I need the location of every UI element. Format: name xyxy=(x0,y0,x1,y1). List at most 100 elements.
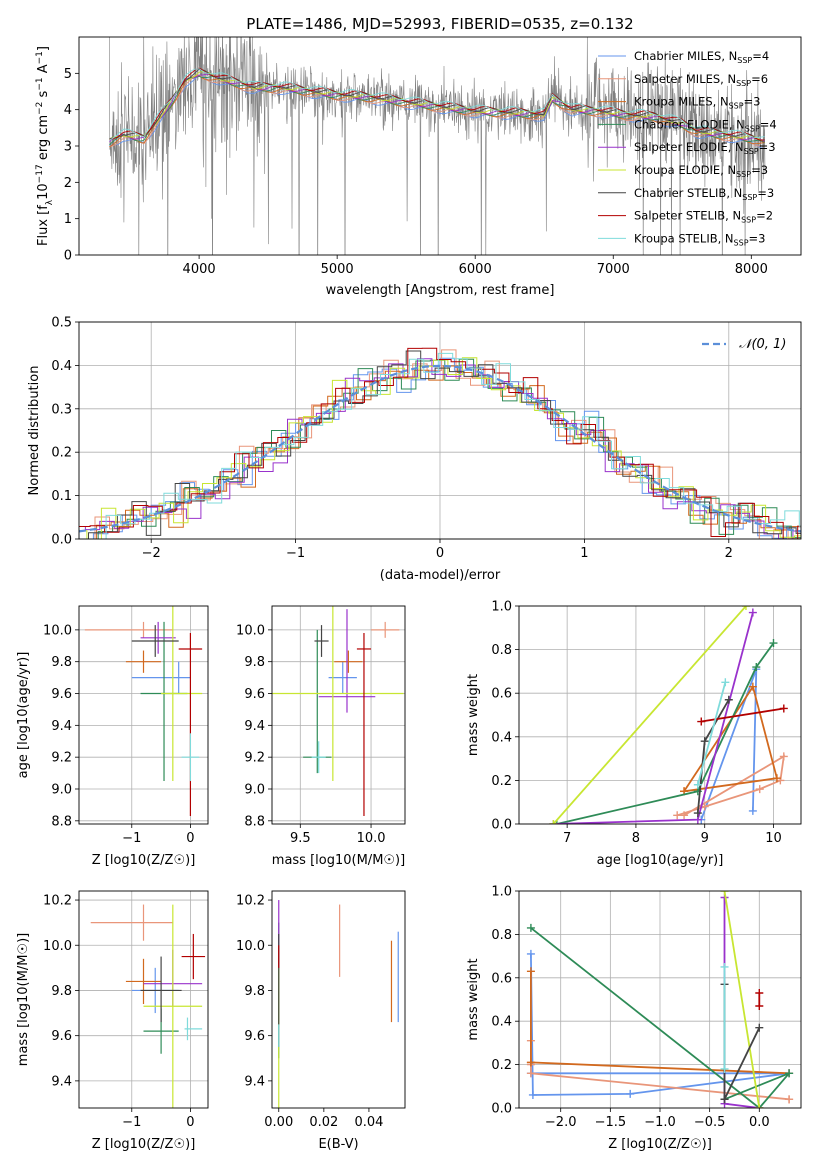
weight-line xyxy=(530,971,790,1075)
y-tick-label: 10.2 xyxy=(236,894,265,909)
y-tick-label: 0.4 xyxy=(491,730,512,745)
y-tick-label: 9.8 xyxy=(51,655,72,670)
y-tick-label: 4 xyxy=(64,103,72,118)
x-tick-label: −2 xyxy=(142,546,161,561)
weight-marker xyxy=(526,967,535,976)
y-tick-label: 0.4 xyxy=(491,1015,512,1030)
weight_vs_age-plot xyxy=(549,606,788,824)
y-tick-label: 9.6 xyxy=(244,687,265,702)
x-tick-label: 0 xyxy=(186,1115,194,1130)
legend-label: Salpeter MILES, NSSP=6 xyxy=(634,72,768,88)
histogram-step-line xyxy=(79,358,801,539)
weight-marker xyxy=(748,682,757,691)
weight-marker xyxy=(526,1058,535,1067)
y-tick-label: 2 xyxy=(64,176,72,191)
mass_vs_Z-axes: −1 0 9.4 9.6 9.8 10.0 10.2 xyxy=(43,891,208,1130)
y-tick-label: 8.8 xyxy=(51,814,72,829)
residuals-axes: −2 −1 0 1 2 0.0 0.1 0.2 0.3 0.4 0.5 xyxy=(51,316,801,561)
y-tick-label: 1 xyxy=(64,212,72,227)
weight-marker xyxy=(755,988,764,997)
y-tick-label: 9.8 xyxy=(51,984,72,999)
weight-marker xyxy=(693,780,702,789)
mass_vs_EBV-xlabel: E(B-V) xyxy=(318,1137,358,1152)
spectrum-frame xyxy=(78,36,802,256)
y-tick-label: 1.0 xyxy=(491,885,512,900)
x-tick-label: 7 xyxy=(563,831,571,846)
x-tick-label: −2.0 xyxy=(545,1115,577,1130)
residuals-frame xyxy=(78,321,802,540)
y-tick-label: 10.0 xyxy=(43,939,72,954)
x-tick-label: 9 xyxy=(701,831,709,846)
spectrum-xlabel: wavelength [Angstrom, rest frame] xyxy=(326,283,555,298)
x-tick-label: 0 xyxy=(186,831,194,846)
residuals-plot xyxy=(79,347,801,539)
y-tick-label: 9.4 xyxy=(244,1074,265,1089)
weight-marker xyxy=(680,811,689,820)
age_vs_Z-axes: −1 0 8.8 9.0 9.2 9.4 9.6 9.8 10.0 xyxy=(43,606,208,846)
age_vs_Z-xlabel: Z [log10(Z/Z☉)] xyxy=(92,853,196,868)
weight-marker xyxy=(526,949,535,958)
weight-marker xyxy=(673,811,682,820)
x-tick-label: 0.00 xyxy=(264,1115,293,1130)
weight-marker xyxy=(748,608,757,617)
weight-line xyxy=(552,606,747,824)
x-tick-label: 0.02 xyxy=(309,1115,338,1130)
weight_vs_age-ylabel: mass weight xyxy=(466,674,481,756)
mass_vs_EBV-axes: 0.00 0.02 0.04 9.4 9.6 9.8 10.0 10.2 xyxy=(236,894,383,1130)
legend-label: Salpeter STELIB, NSSP=2 xyxy=(634,209,773,225)
weight-marker xyxy=(779,704,788,713)
x-tick-label: −1 xyxy=(122,1115,141,1130)
x-tick-label: 2 xyxy=(725,546,733,561)
y-tick-label: 0.2 xyxy=(51,446,72,461)
x-tick-label: 8 xyxy=(632,831,640,846)
y-tick-label: 9.2 xyxy=(51,751,72,766)
y-tick-label: 0.6 xyxy=(491,971,512,986)
weight-marker xyxy=(724,695,733,704)
histogram-step-line xyxy=(79,350,801,539)
x-tick-label: 0.04 xyxy=(354,1115,383,1130)
weight_vs_Z-xlabel: Z [log10(Z/Z☉)] xyxy=(608,1137,712,1152)
weight-marker xyxy=(752,663,761,672)
weight-marker xyxy=(785,1095,794,1104)
x-tick-label: 4000 xyxy=(183,262,216,277)
weight-marker xyxy=(755,785,764,794)
y-tick-label: 0.8 xyxy=(491,643,512,658)
x-tick-label: 7000 xyxy=(597,262,630,277)
mass_vs_EBV-frame xyxy=(271,890,406,1109)
weight-line xyxy=(723,891,761,1108)
weight-marker xyxy=(755,1023,764,1032)
age_vs_mass-frame xyxy=(271,605,406,825)
y-tick-label: 0.5 xyxy=(51,316,72,331)
weight-marker xyxy=(772,774,781,783)
weight-marker xyxy=(528,1090,537,1099)
weight_vs_Z-plot xyxy=(526,891,794,1108)
y-tick-label: 0.0 xyxy=(491,1102,512,1117)
weight-marker xyxy=(720,891,729,895)
x-tick-label: −1.5 xyxy=(595,1115,627,1130)
weight-marker xyxy=(755,1104,764,1108)
legend-label: Kroupa ELODIE, NSSP=3 xyxy=(634,163,768,179)
age_vs_Z-frame xyxy=(78,605,209,825)
y-tick-label: 0.1 xyxy=(51,489,72,504)
age_vs_Z-ylabel: age [log10(age/yr)] xyxy=(16,652,31,779)
legend-label: Chabrier ELODIE, NSSP=4 xyxy=(634,117,777,133)
spectrum-title: PLATE=1486, MJD=52993, FIBERID=0535, z=0… xyxy=(246,15,633,33)
spectrum-plot xyxy=(109,37,766,255)
weight-marker xyxy=(748,806,757,815)
age_vs_mass-plot xyxy=(272,606,404,817)
weight-marker xyxy=(721,678,730,687)
y-tick-label: 0.3 xyxy=(51,402,72,417)
x-tick-label: 10 xyxy=(765,831,782,846)
weight_vs_Z-axes: −2.0 −1.5 −1.0 −0.5 0.0 0.0 0.2 0.4 0.6 0.8 1.0 xyxy=(491,885,801,1130)
x-tick-label: 5000 xyxy=(321,262,354,277)
weight-marker xyxy=(720,962,729,971)
weight-marker xyxy=(526,923,535,932)
weight-marker xyxy=(720,1095,729,1104)
y-tick-label: 1.0 xyxy=(491,600,512,615)
y-tick-label: 0.8 xyxy=(491,928,512,943)
weight_vs_Z-frame xyxy=(518,890,802,1109)
legend-label: Kroupa STELIB, NSSP=3 xyxy=(634,231,765,247)
y-tick-label: 5 xyxy=(64,67,72,82)
weight-line xyxy=(696,682,727,786)
